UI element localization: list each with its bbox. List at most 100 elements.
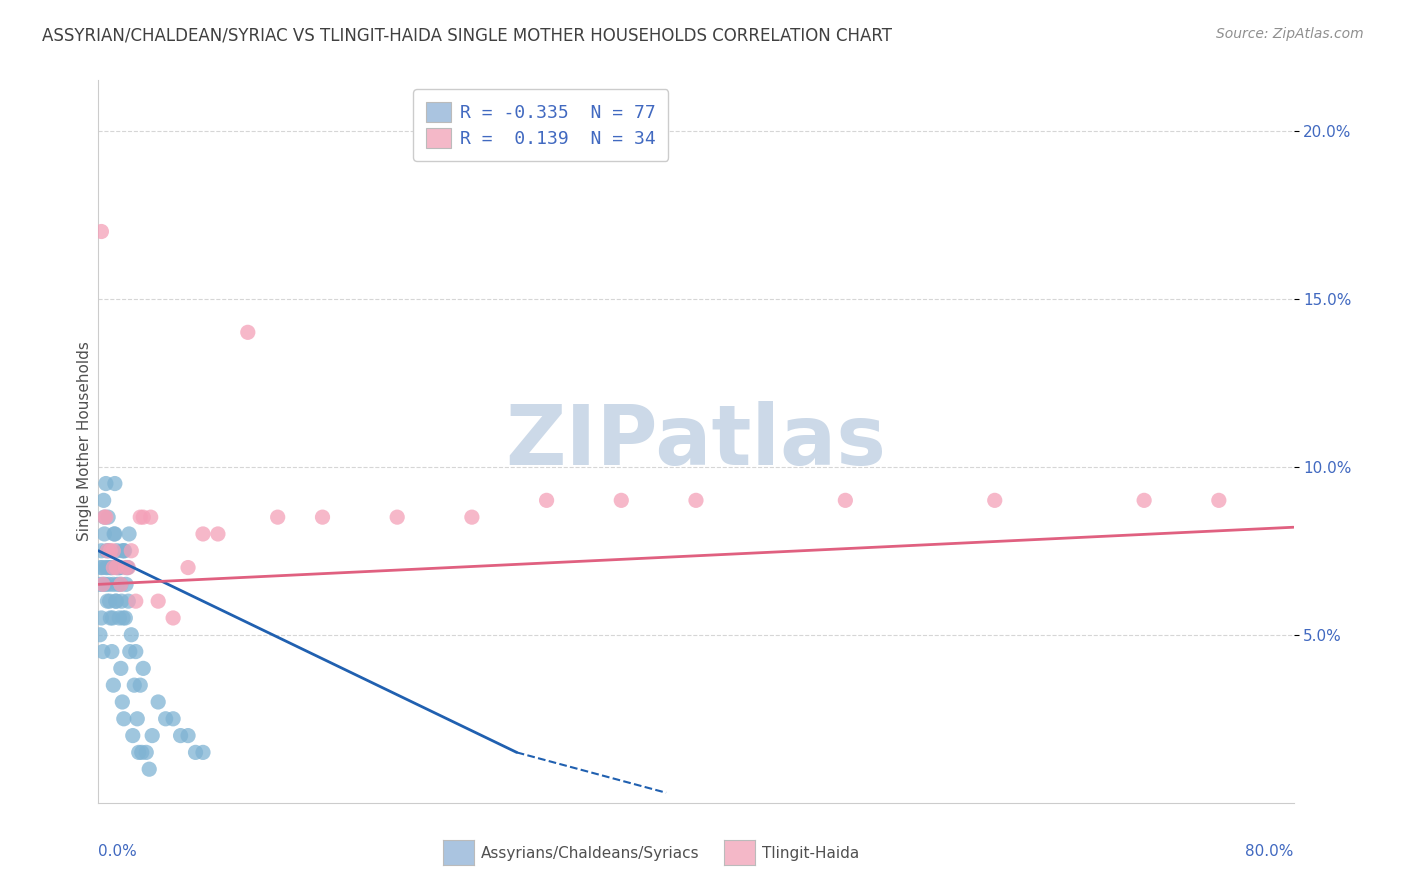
Point: [93, 493, 115, 508]
Point: [385, 510, 409, 524]
Point: [177, 560, 200, 574]
Point: [112, 543, 135, 558]
Point: [98, 594, 121, 608]
Point: [177, 729, 200, 743]
Point: [184, 745, 207, 759]
Point: [103, 527, 125, 541]
Point: [125, 594, 148, 608]
Point: [105, 594, 128, 608]
Point: [118, 527, 141, 541]
Point: [90, 560, 112, 574]
Point: [115, 560, 138, 574]
Point: [685, 493, 707, 508]
Point: [105, 560, 128, 574]
Point: [108, 560, 131, 574]
Point: [98, 543, 122, 558]
Point: [104, 594, 127, 608]
Point: [91, 644, 114, 658]
Point: [96, 594, 118, 608]
Point: [107, 577, 129, 591]
Point: [105, 543, 128, 558]
Point: [125, 644, 148, 658]
Point: [107, 560, 129, 574]
Point: [1208, 493, 1230, 508]
Point: [121, 729, 143, 743]
Point: [112, 611, 135, 625]
Point: [91, 577, 114, 591]
Point: [162, 712, 184, 726]
Legend: R = -0.335  N = 77, R =  0.139  N = 34: R = -0.335 N = 77, R = 0.139 N = 34: [413, 89, 668, 161]
Point: [103, 678, 125, 692]
Text: ASSYRIAN/CHALDEAN/SYRIAC VS TLINGIT-HAIDA SINGLE MOTHER HOUSEHOLDS CORRELATION C: ASSYRIAN/CHALDEAN/SYRIAC VS TLINGIT-HAID…: [42, 27, 893, 45]
Point: [114, 560, 136, 574]
Point: [103, 543, 125, 558]
Point: [90, 225, 112, 239]
Point: [89, 628, 111, 642]
Text: Assyrians/Chaldeans/Syriacs: Assyrians/Chaldeans/Syriacs: [481, 847, 699, 861]
Point: [114, 543, 136, 558]
Point: [129, 510, 152, 524]
Point: [110, 577, 132, 591]
Point: [98, 560, 122, 574]
Point: [117, 560, 139, 574]
Point: [108, 611, 131, 625]
Point: [311, 510, 333, 524]
Text: 0.0%: 0.0%: [98, 845, 138, 860]
Point: [236, 326, 259, 340]
Point: [162, 611, 184, 625]
Point: [98, 611, 122, 625]
Point: [97, 543, 120, 558]
Point: [111, 543, 134, 558]
Point: [135, 745, 157, 759]
Point: [110, 594, 132, 608]
Point: [94, 560, 117, 574]
Point: [138, 762, 160, 776]
Point: [118, 644, 141, 658]
Point: [96, 543, 118, 558]
Point: [96, 560, 118, 574]
Point: [155, 712, 177, 726]
Point: [110, 661, 132, 675]
Point: [112, 712, 135, 726]
Point: [139, 510, 162, 524]
Point: [207, 527, 229, 541]
Point: [191, 527, 214, 541]
Point: [90, 611, 112, 625]
Point: [91, 560, 114, 574]
Text: ZIPatlas: ZIPatlas: [506, 401, 886, 482]
Point: [100, 560, 122, 574]
Point: [101, 611, 124, 625]
Point: [536, 493, 558, 508]
Point: [94, 577, 117, 591]
Point: [610, 493, 633, 508]
Point: [267, 510, 290, 524]
Point: [96, 543, 118, 558]
Point: [148, 594, 170, 608]
Text: 80.0%: 80.0%: [1246, 845, 1294, 860]
Point: [91, 577, 114, 591]
Point: [132, 510, 155, 524]
Point: [110, 577, 132, 591]
Point: [124, 678, 146, 692]
Point: [93, 510, 115, 524]
Point: [104, 476, 127, 491]
Point: [105, 560, 128, 574]
Y-axis label: Single Mother Households: Single Mother Households: [77, 342, 91, 541]
Point: [97, 577, 120, 591]
Text: Tlingit-Haida: Tlingit-Haida: [762, 847, 859, 861]
Point: [115, 577, 138, 591]
Point: [101, 560, 124, 574]
Point: [984, 493, 1007, 508]
Point: [191, 745, 214, 759]
Point: [107, 560, 129, 574]
Point: [129, 678, 152, 692]
Point: [131, 745, 153, 759]
Point: [103, 577, 125, 591]
Point: [1133, 493, 1156, 508]
Point: [834, 493, 856, 508]
Point: [141, 729, 163, 743]
Point: [117, 560, 139, 574]
Point: [101, 644, 124, 658]
Point: [127, 712, 149, 726]
Point: [93, 527, 115, 541]
